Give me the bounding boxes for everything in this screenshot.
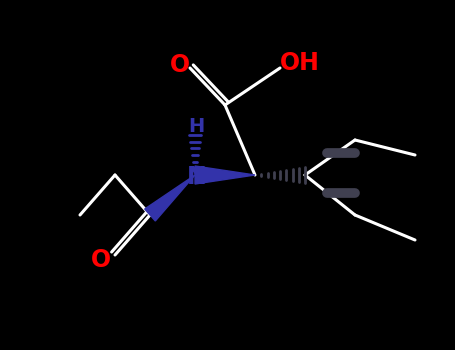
Text: OH: OH (280, 51, 320, 75)
Text: O: O (91, 248, 111, 272)
Text: H: H (188, 118, 204, 136)
Text: O: O (170, 53, 190, 77)
Polygon shape (145, 175, 195, 221)
Text: N: N (187, 165, 207, 189)
Polygon shape (195, 166, 255, 184)
